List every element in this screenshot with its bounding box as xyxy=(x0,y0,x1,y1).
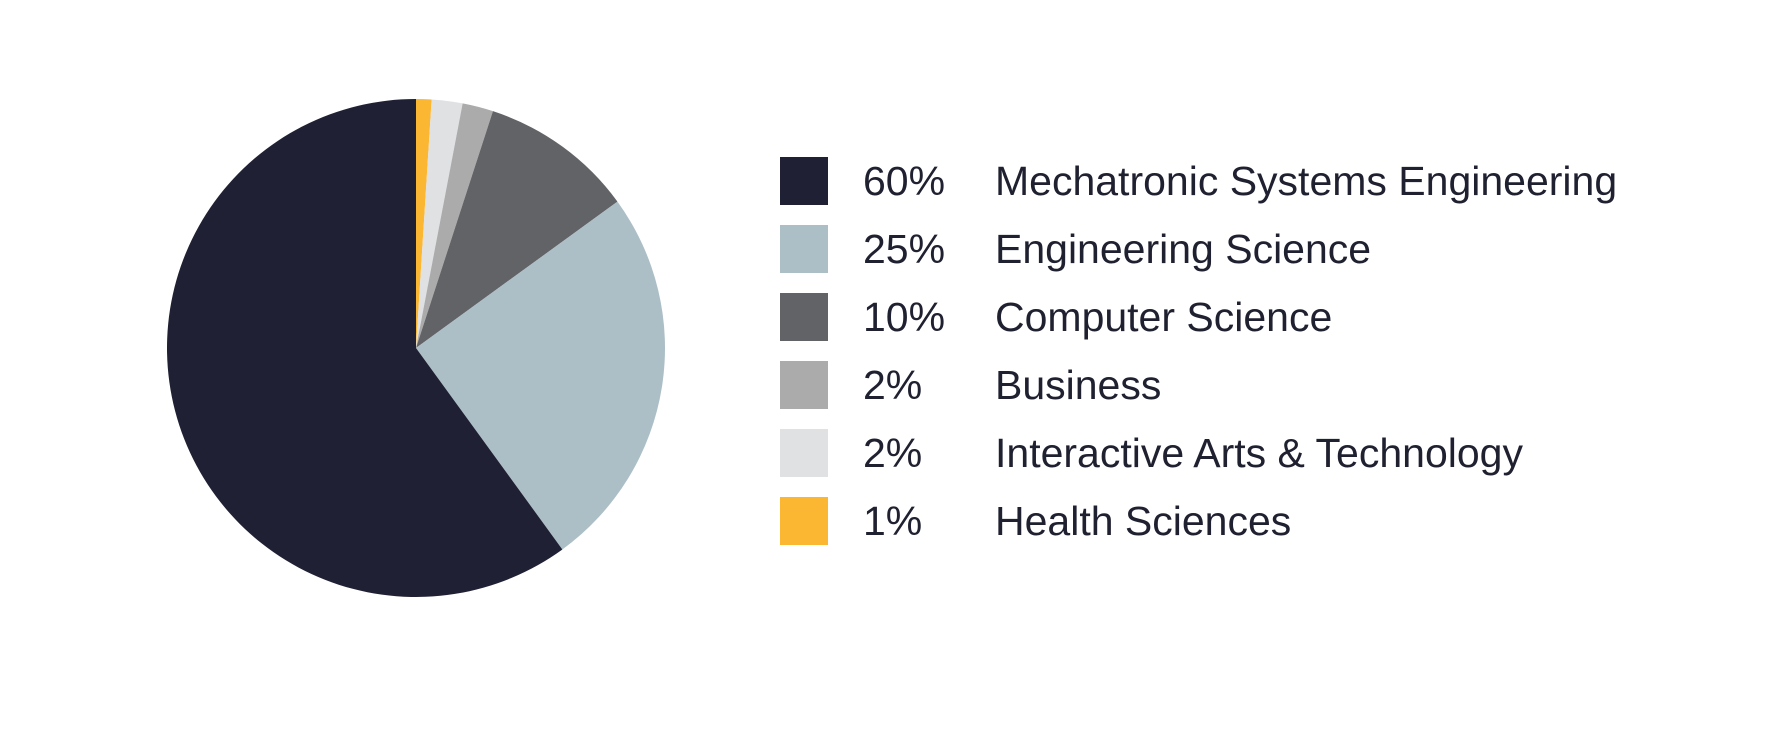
pie-slice-business xyxy=(416,103,493,348)
legend-item-health-sciences: 1% Health Sciences xyxy=(780,487,1617,555)
pie-slice-mechatronic-systems-engineering xyxy=(166,99,563,598)
legend-percent-mechatronic-systems-engineering: 60% xyxy=(863,157,946,204)
pie-chart xyxy=(166,99,665,598)
legend-percent-health-sciences: 1% xyxy=(863,497,923,544)
legend-swatch-mechatronic-systems-engineering xyxy=(780,157,828,205)
legend-swatch-health-sciences xyxy=(780,497,828,545)
legend-item-interactive-arts-and-technology: 2% Interactive Arts & Technology xyxy=(780,419,1617,487)
legend-label-computer-science: Computer Science xyxy=(995,293,1333,340)
legend-percent-computer-science: 10% xyxy=(863,293,946,340)
legend-percent-business: 2% xyxy=(863,361,923,408)
legend-label-mechatronic-systems-engineering: Mechatronic Systems Engineering xyxy=(995,157,1618,204)
legend-swatch-computer-science xyxy=(780,293,828,341)
pie-slice-interactive-arts-and-technology xyxy=(416,99,463,348)
legend-label-health-sciences: Health Sciences xyxy=(995,497,1292,544)
legend-swatch-interactive-arts-and-technology xyxy=(780,429,828,477)
legend-percent-engineering-science: 25% xyxy=(863,225,946,272)
legend-item-business: 2% Business xyxy=(780,351,1617,419)
chart-legend: 60% Mechatronic Systems Engineering 25% Eng… xyxy=(780,147,1617,555)
legend-item-engineering-science: 25% Engineering Science xyxy=(780,215,1617,283)
legend-item-mechatronic-systems-engineering: 60% Mechatronic Systems Engineering xyxy=(780,147,1617,215)
legend-label-interactive-arts-and-technology: Interactive Arts & Technology xyxy=(995,429,1523,476)
legend-item-computer-science: 10% Computer Science xyxy=(780,283,1617,351)
legend-swatch-engineering-science xyxy=(780,225,828,273)
pie-slice-engineering-science xyxy=(416,201,665,550)
legend-swatch-business xyxy=(780,361,828,409)
legend-label-engineering-science: Engineering Science xyxy=(995,225,1372,272)
pie-slice-health-sciences xyxy=(416,99,432,348)
pie-slice-computer-science xyxy=(416,111,618,349)
legend-percent-interactive-arts-and-technology: 2% xyxy=(863,429,923,476)
legend-label-business: Business xyxy=(995,361,1162,408)
